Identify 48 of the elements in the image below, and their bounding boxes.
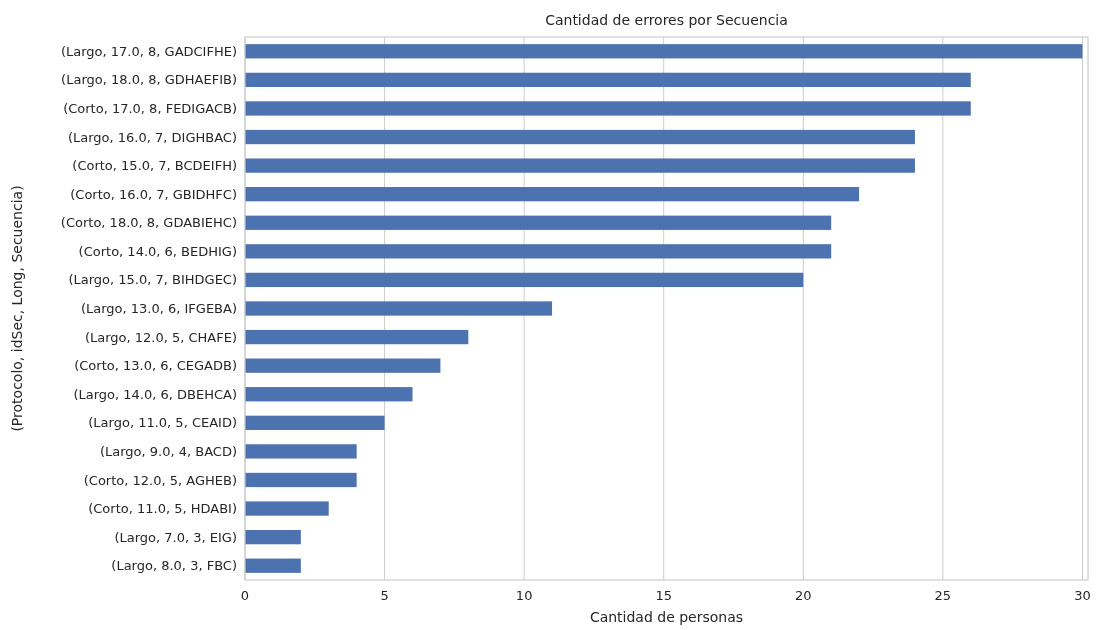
bar <box>245 158 915 173</box>
y-tick-label: (Largo, 9.0, 4, BACD) <box>99 443 237 459</box>
x-tick-label: 5 <box>380 588 389 603</box>
bar <box>245 129 915 145</box>
bar <box>245 329 469 345</box>
bar <box>245 215 832 230</box>
x-tick-label: 20 <box>795 588 812 603</box>
bar <box>245 415 385 430</box>
y-tick-label: (Largo, 15.0, 7, BIHDGEC) <box>68 272 237 288</box>
bar <box>245 529 301 545</box>
y-tick-label: (Largo, 14.0, 6, DBEHCA) <box>73 386 237 402</box>
bar <box>245 101 971 116</box>
y-tick-label: (Largo, 13.0, 6, IFGEBA) <box>80 301 237 317</box>
bar <box>245 244 832 259</box>
y-tick-label: (Corto, 16.0, 7, GBIDHFC) <box>70 186 237 202</box>
y-tick-label: (Largo, 18.0, 8, GDHAEFIB) <box>61 72 237 88</box>
bar <box>245 301 553 316</box>
x-tick-label: 30 <box>1074 588 1091 603</box>
y-axis-title: (Protocolo, idSec, Long, Secuencia) <box>9 185 25 432</box>
y-tick-label: (Largo, 12.0, 5, CHAFE) <box>84 329 237 345</box>
bar <box>245 387 413 402</box>
bar <box>245 187 860 202</box>
y-tick-label: (Corto, 12.0, 5, AGHEB) <box>83 472 237 488</box>
x-tick-label: 15 <box>655 588 672 603</box>
bar <box>245 44 1083 59</box>
y-tick-label: (Corto, 11.0, 5, HDABI) <box>88 501 237 517</box>
bar <box>245 501 329 516</box>
y-tick-label: (Largo, 17.0, 8, GADCIFHE) <box>60 43 237 59</box>
bar <box>245 72 971 88</box>
bar <box>245 472 357 488</box>
y-tick-label: (Largo, 7.0, 3, EIG) <box>114 529 237 545</box>
y-tick-label: (Corto, 14.0, 6, BEDHIG) <box>78 243 237 259</box>
y-tick-label: (Largo, 8.0, 3, FBC) <box>111 558 237 574</box>
y-tick-label: (Largo, 16.0, 7, DIGHBAC) <box>67 129 237 145</box>
x-tick-label: 0 <box>240 588 250 603</box>
y-tick-label: (Largo, 11.0, 5, CEAID) <box>88 415 237 431</box>
bar <box>245 358 441 373</box>
x-axis-title: Cantidad de personas <box>589 609 744 625</box>
y-tick-label: (Corto, 17.0, 8, FEDIGACB) <box>63 101 237 116</box>
bar <box>245 558 301 573</box>
bar <box>245 272 804 288</box>
chart-title: Cantidad de errores por Secuencia <box>545 12 788 28</box>
y-tick-label: (Corto, 13.0, 6, CEGADB) <box>74 358 237 374</box>
y-tick-label: (Corto, 18.0, 8, GDABIEHC) <box>60 215 237 231</box>
bar <box>245 444 357 459</box>
x-tick-label: 25 <box>934 588 952 603</box>
x-tick-label: 10 <box>515 588 533 603</box>
y-tick-label: (Corto, 15.0, 7, BCDEIFH) <box>72 158 237 174</box>
